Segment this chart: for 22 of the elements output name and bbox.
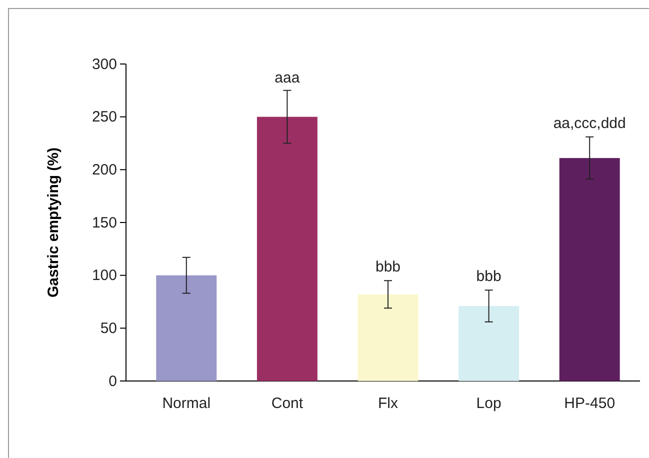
y-tick-label: 200: [92, 161, 117, 178]
annotation: bbb: [476, 268, 502, 286]
y-tick-label: 300: [92, 56, 117, 73]
bar: [559, 158, 620, 381]
x-tick-label: Flx: [378, 395, 398, 412]
bar: [458, 306, 520, 381]
y-tick-label: 50: [100, 320, 117, 337]
x-tick-label: Normal: [162, 395, 211, 412]
y-tick-label: 250: [92, 108, 117, 126]
y-tick-label: 0: [108, 372, 117, 390]
annotation: aa,ccc,ddd: [553, 114, 626, 132]
y-tick-label: 100: [92, 267, 117, 284]
annotation: bbb: [375, 258, 401, 276]
x-tick-label: Cont: [271, 395, 304, 412]
bar: [358, 294, 418, 381]
x-tick-label: HP-450: [564, 395, 616, 412]
bar: [156, 275, 217, 381]
x-tick-label: Lop: [476, 395, 502, 412]
bar: [256, 116, 318, 381]
annotation: aaa: [274, 69, 300, 86]
y-axis-title: Gastric emptying (%): [45, 147, 62, 298]
y-tick-label: 150: [92, 214, 117, 232]
